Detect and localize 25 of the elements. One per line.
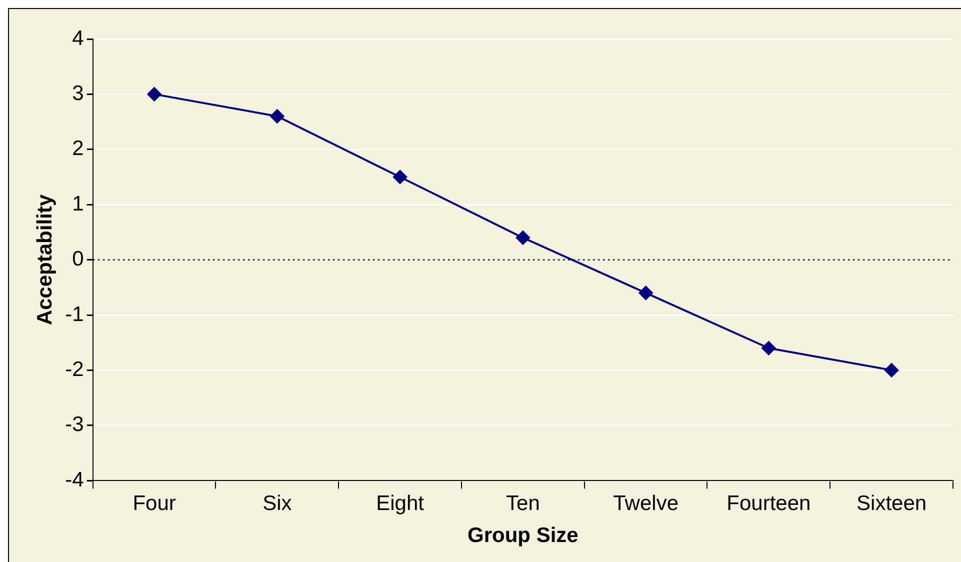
y-axis-title: Acceptability <box>33 194 56 326</box>
point <box>516 230 530 245</box>
point <box>638 286 653 300</box>
y-tick-label: 3 <box>72 82 84 105</box>
point <box>393 170 408 184</box>
point <box>147 87 162 102</box>
y-tick-label: 1 <box>72 192 84 216</box>
x-tick-label: Six <box>262 492 292 515</box>
y-tick-label: -4 <box>65 468 84 492</box>
y-tick-label: -3 <box>65 413 84 436</box>
point <box>884 363 899 378</box>
x-tick-label: Eight <box>376 492 424 515</box>
y-tick-label: -2 <box>65 358 84 381</box>
x-axis-title: Group Size <box>468 524 578 548</box>
x-tick-label: Fourteen <box>726 492 811 515</box>
x-tick-label: Ten <box>506 492 540 515</box>
x-tick-label: Sixteen <box>856 492 927 515</box>
y-tick-label: 2 <box>72 137 84 160</box>
y-tick-label: 4 <box>72 26 84 50</box>
x-tick-label: Twelve <box>613 492 678 515</box>
point <box>270 109 284 124</box>
y-tick-label: -1 <box>65 302 84 326</box>
x-tick-label: Four <box>132 492 176 515</box>
point <box>762 341 776 356</box>
y-tick-label: 0 <box>72 248 84 271</box>
